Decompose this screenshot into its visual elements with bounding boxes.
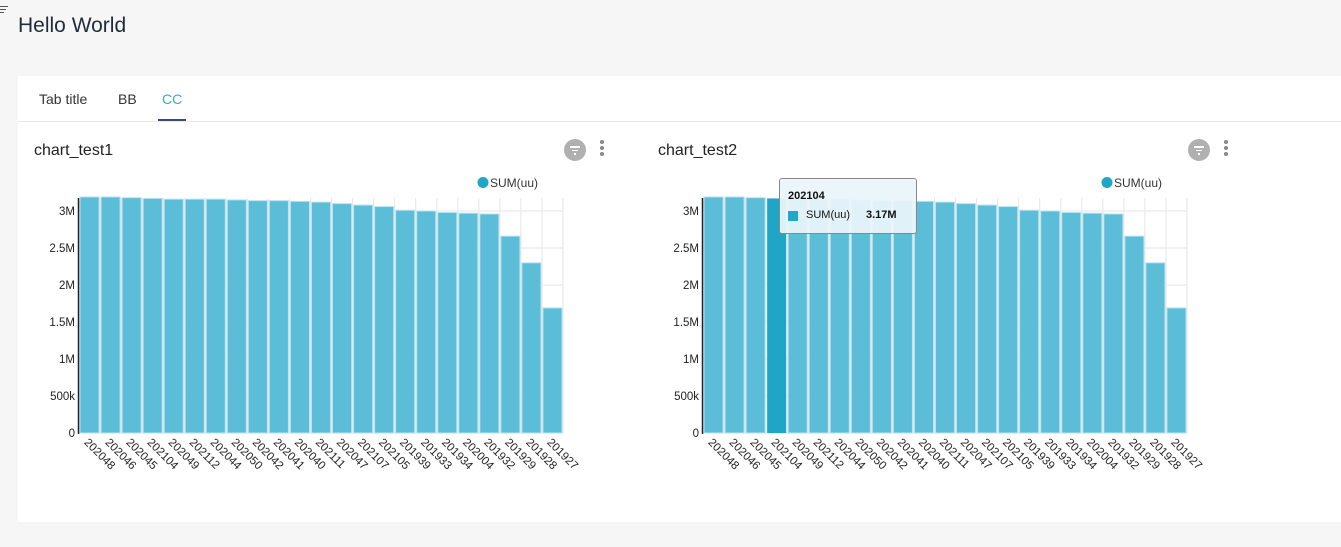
tooltip-title: 202104 — [788, 190, 825, 202]
tooltip-value: 3.17M — [866, 209, 897, 221]
bar-202050 — [850, 199, 871, 434]
bar-202041 — [892, 200, 913, 434]
bar-201932 — [479, 213, 500, 434]
bar-202104 — [142, 197, 163, 434]
filter-icon[interactable] — [564, 139, 586, 161]
y-tick-label: 1M — [59, 354, 75, 366]
legend-dot — [477, 177, 489, 188]
bar-202049 — [787, 198, 808, 434]
bar-202040 — [913, 200, 934, 434]
bar-202046 — [724, 196, 745, 434]
bar-chart-2: SUM(uu)0500k1M1.5M2M2.5M3M20204820204620… — [673, 176, 1204, 473]
bar-202047 — [956, 203, 977, 434]
bar-202105 — [998, 206, 1019, 434]
more-options-icon[interactable] — [599, 140, 605, 160]
tooltip-swatch — [788, 211, 798, 221]
chart-card-1: chart_test1 SUM(uu) 0 500k 1M 1.5M 2M 2.5M 3M 20… — [18, 122, 638, 502]
bar-202107 — [353, 204, 374, 434]
bar-chart-1: SUM(uu)0500k1M1.5M2M2.5M3M20204820204620… — [49, 176, 580, 473]
tab-cc[interactable]: CC — [162, 91, 183, 107]
bar-201927 — [1166, 307, 1187, 434]
bar-201934 — [1061, 211, 1082, 434]
bar-202042 — [871, 200, 892, 434]
tab-bar: Tab title BB CC — [18, 76, 1341, 122]
legend-dot — [1101, 177, 1113, 188]
bar-202111 — [310, 201, 332, 434]
chart-tooltip: 202104 SUM(uu) 3.17M — [779, 178, 917, 234]
more-options-icon[interactable] — [1223, 140, 1229, 160]
bar-201928 — [1145, 262, 1166, 434]
bar-202004 — [458, 212, 479, 434]
chart-card-2: chart_test2 SUM(uu) 0 500k 1M 1.5M 2M 2.5M 3M 20… — [642, 122, 1262, 502]
y-tick-label: 2.5M — [673, 243, 699, 255]
bar-202042 — [247, 200, 268, 434]
tab-bb[interactable]: BB — [118, 91, 137, 107]
y-tick-label: 500k — [50, 391, 75, 403]
bar-201939 — [1019, 209, 1040, 434]
page-title: Hello World — [18, 14, 127, 37]
tab-tab-title[interactable]: Tab title — [39, 91, 88, 107]
bar-202049 — [163, 198, 184, 434]
bar-202041 — [268, 200, 289, 434]
bar-202112 — [808, 198, 829, 434]
y-tick-label: 3M — [683, 206, 699, 218]
bar-202107 — [977, 204, 998, 434]
y-tick-label: 2M — [59, 280, 75, 292]
bar-202044 — [205, 198, 226, 434]
active-tab-indicator — [158, 119, 186, 121]
chart-title: chart_test1 — [34, 142, 114, 159]
y-tick-label: 0 — [69, 428, 75, 440]
y-tick-label: 500k — [674, 391, 699, 403]
bar-202111 — [934, 201, 956, 434]
bar-202105 — [374, 206, 395, 434]
bar-201928 — [521, 262, 542, 434]
dashboard-panel: Tab title BB CC chart_test1 SUM(uu) 0 500k… — [18, 76, 1341, 522]
y-tick-label: 1.5M — [673, 317, 699, 329]
bar-201933 — [1040, 210, 1061, 434]
bar-202040 — [289, 200, 310, 434]
bar-201929 — [1124, 235, 1145, 434]
y-tick-label: 0 — [693, 428, 699, 440]
bar-201934 — [437, 211, 458, 434]
bar-202050 — [226, 199, 247, 434]
tooltip-label: SUM(uu) — [806, 209, 851, 221]
bar-201939 — [395, 209, 416, 434]
filter-icon[interactable] — [1188, 139, 1210, 161]
y-tick-label: 1.5M — [49, 317, 75, 329]
bar-202045 — [745, 197, 766, 434]
legend-label: SUM(uu) — [490, 176, 538, 190]
bar-201933 — [416, 210, 437, 434]
bar-202112 — [184, 198, 205, 434]
chart-title: chart_test2 — [658, 142, 738, 159]
bar-202047 — [332, 203, 353, 434]
bar-202045 — [121, 197, 142, 434]
bar-201927 — [542, 307, 563, 434]
bar-202104 — [767, 198, 787, 433]
y-tick-label: 1M — [683, 354, 699, 366]
bar-202048 — [703, 196, 724, 434]
bar-202048 — [79, 196, 100, 434]
bar-202046 — [100, 196, 121, 434]
bar-201932 — [1103, 213, 1124, 434]
legend-label: SUM(uu) — [1114, 176, 1162, 190]
y-tick-label: 2M — [683, 280, 699, 292]
y-tick-label: 2.5M — [49, 243, 75, 255]
y-tick-label: 3M — [59, 206, 75, 218]
menu-icon[interactable] — [0, 6, 8, 15]
bar-202044 — [829, 198, 850, 434]
bar-202004 — [1082, 212, 1103, 434]
bar-201929 — [500, 235, 521, 434]
